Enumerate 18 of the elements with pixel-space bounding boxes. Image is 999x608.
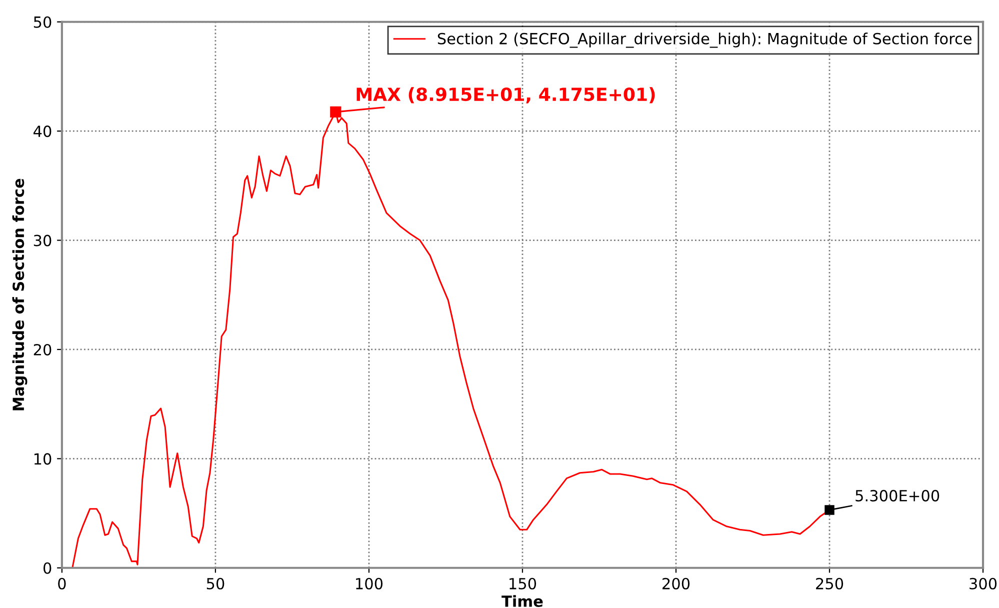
y-tick-label: 50 bbox=[34, 16, 52, 28]
x-tick-label: 50 bbox=[206, 578, 224, 590]
x-axis-title: Time bbox=[502, 595, 543, 607]
x-tick-label: 250 bbox=[816, 578, 844, 590]
legend-label: Section 2 (SECFO_Apillar_driverside_high): Magnitude of Section force bbox=[438, 32, 972, 48]
x-tick-label: 200 bbox=[662, 578, 690, 590]
y-tick-label: 0 bbox=[44, 562, 52, 574]
y-tick-label: 40 bbox=[34, 126, 52, 138]
y-tick-label: 20 bbox=[34, 344, 52, 356]
x-tick-label: 300 bbox=[970, 578, 997, 590]
y-tick-label: 30 bbox=[34, 234, 52, 246]
x-tick-label: 150 bbox=[510, 578, 536, 590]
x-tick-label: 0 bbox=[58, 578, 66, 590]
annotation: 5.300E+00 bbox=[856, 490, 940, 502]
x-tick-label: 100 bbox=[356, 578, 383, 590]
y-tick-label: 10 bbox=[34, 453, 52, 465]
y-axis-title: Magnitude of Section force bbox=[12, 178, 28, 410]
annotation: MAX (8.915E+01, 4.175E+01) bbox=[356, 87, 655, 104]
